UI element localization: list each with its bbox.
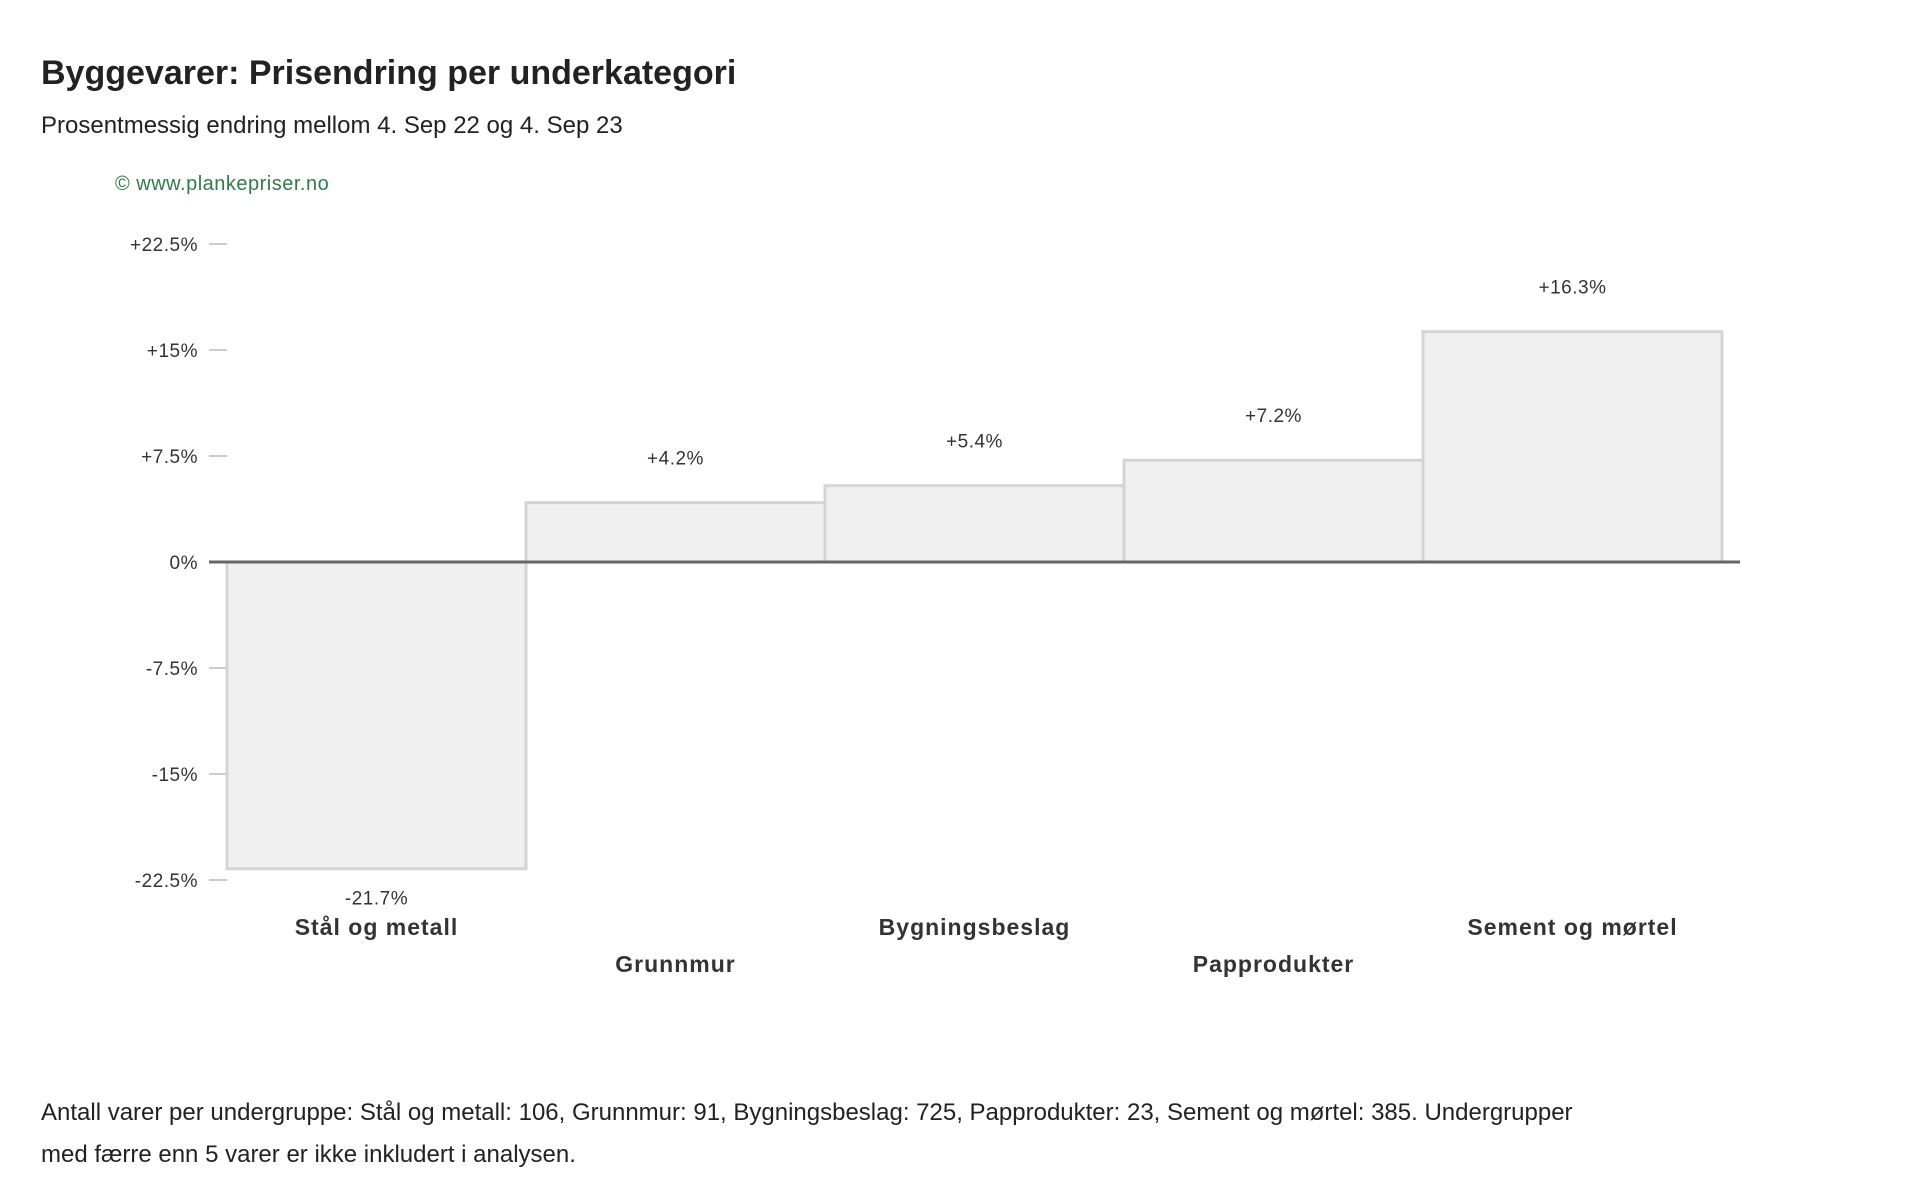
bar[interactable] xyxy=(225,560,528,871)
value-labels: -21.7% +4.2% +5.4% +7.2% +16.3% xyxy=(345,278,1607,910)
y-tick-label: -7.5% xyxy=(146,659,198,680)
chart-subtitle: Prosentmessig endring mellom 4. Sep 22 o… xyxy=(41,112,623,139)
credit-text: © www.plankepriser.no xyxy=(115,173,329,195)
y-tick-label: 0% xyxy=(170,553,198,574)
y-tick-label: -15% xyxy=(152,765,198,786)
x-tick-label: Stål og metall xyxy=(295,914,459,940)
x-axis: Stål og metall Grunnmur Bygningsbeslag Papp… xyxy=(295,914,1677,977)
bar[interactable] xyxy=(823,484,1126,564)
bar[interactable] xyxy=(1421,330,1724,564)
bar[interactable] xyxy=(524,501,827,564)
x-tick-label: Bygningsbeslag xyxy=(879,914,1071,940)
x-tick-label: Sement og mørtel xyxy=(1467,914,1677,940)
y-tick-label: +15% xyxy=(147,341,198,362)
data-label: +16.3% xyxy=(1539,278,1607,299)
x-tick-label: Grunnmur xyxy=(615,951,735,977)
data-label: -21.7% xyxy=(345,889,408,910)
y-axis: +22.5% +15% +7.5% 0% -7.5% -15% -22.5% xyxy=(130,235,227,892)
bar[interactable] xyxy=(1122,458,1425,564)
x-tick-label: Papprodukter xyxy=(1193,951,1355,977)
bars xyxy=(209,330,1740,871)
data-label: +4.2% xyxy=(647,449,704,470)
chart-title: Byggevarer: Prisendring per underkategor… xyxy=(41,54,737,92)
bar-chart: © www.plankepriser.no +22.5% +15% +7.5% 0% -… xyxy=(115,173,1740,977)
y-tick-label: -22.5% xyxy=(135,871,198,892)
footnote: Antall varer per undergruppe: Stål og me… xyxy=(41,1099,1573,1168)
chart-area: © www.plankepriser.no +22.5% +15% +7.5% 0% -… xyxy=(0,160,1920,1020)
y-tick-label: +7.5% xyxy=(141,447,198,468)
data-label: +5.4% xyxy=(946,432,1003,453)
y-tick-label: +22.5% xyxy=(130,235,198,256)
data-label: +7.2% xyxy=(1245,406,1302,427)
